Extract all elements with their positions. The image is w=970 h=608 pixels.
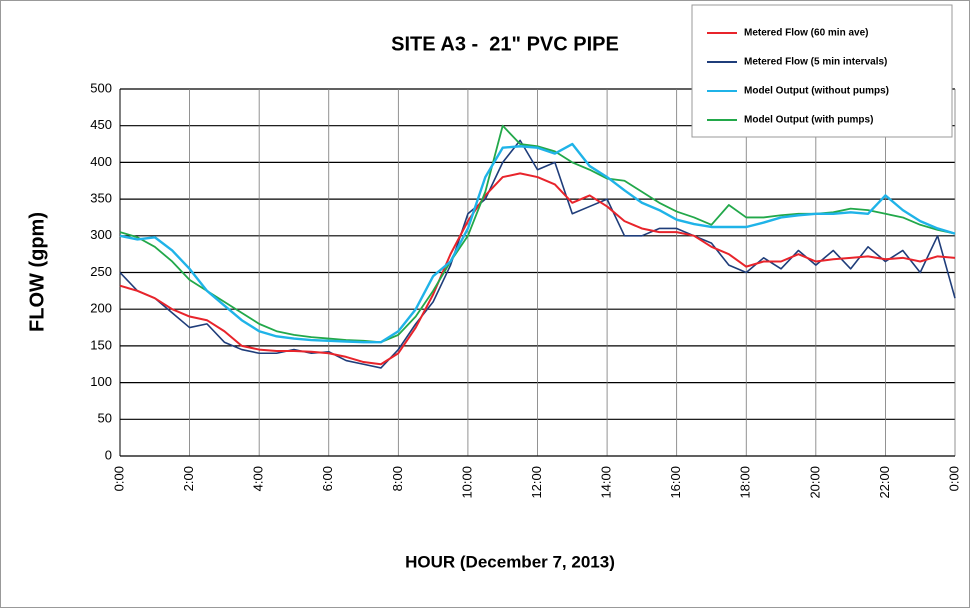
y-axis-title: FLOW (gpm) (26, 212, 48, 332)
x-tick-label: 20:00 (807, 466, 822, 499)
y-tick-label: 100 (90, 374, 112, 389)
y-tick-label: 500 (90, 80, 112, 95)
legend-label: Metered Flow (60 min ave) (744, 28, 868, 39)
x-tick-label: 0:00 (946, 466, 961, 491)
series-line (119, 139, 956, 369)
x-tick-label: 22:00 (877, 466, 892, 499)
series-line (119, 142, 956, 344)
y-tick-label: 300 (90, 227, 112, 242)
y-tick-label: 450 (90, 117, 112, 132)
y-tick-label: 250 (90, 264, 112, 279)
chart-title: SITE A3 - 21" PVC PIPE (391, 33, 619, 55)
y-tick-label: 200 (90, 301, 112, 316)
legend-box (691, 4, 953, 138)
legend-label: Model Output (without pumps) (744, 86, 889, 97)
x-tick-label: 8:00 (390, 466, 405, 491)
y-tick-label: 400 (90, 154, 112, 169)
x-tick-label: 12:00 (529, 466, 544, 499)
y-tick-label: 0 (105, 447, 112, 462)
y-tick-label: 350 (90, 191, 112, 206)
y-tick-label: 50 (98, 411, 112, 426)
x-tick-label: 2:00 (181, 466, 196, 491)
x-tick-label: 0:00 (111, 466, 126, 491)
x-tick-label: 6:00 (320, 466, 335, 491)
x-tick-label: 10:00 (459, 466, 474, 499)
x-axis-title: HOUR (December 7, 2013) (405, 552, 615, 571)
legend-label: Metered Flow (5 min intervals) (744, 57, 887, 68)
x-tick-label: 14:00 (599, 466, 614, 499)
y-tick-label: 150 (90, 337, 112, 352)
x-tick-label: 4:00 (251, 466, 266, 491)
x-tick-label: 16:00 (668, 466, 683, 499)
legend-label: Model Output (with pumps) (744, 115, 873, 126)
series-line (119, 172, 956, 366)
x-tick-label: 18:00 (738, 466, 753, 499)
